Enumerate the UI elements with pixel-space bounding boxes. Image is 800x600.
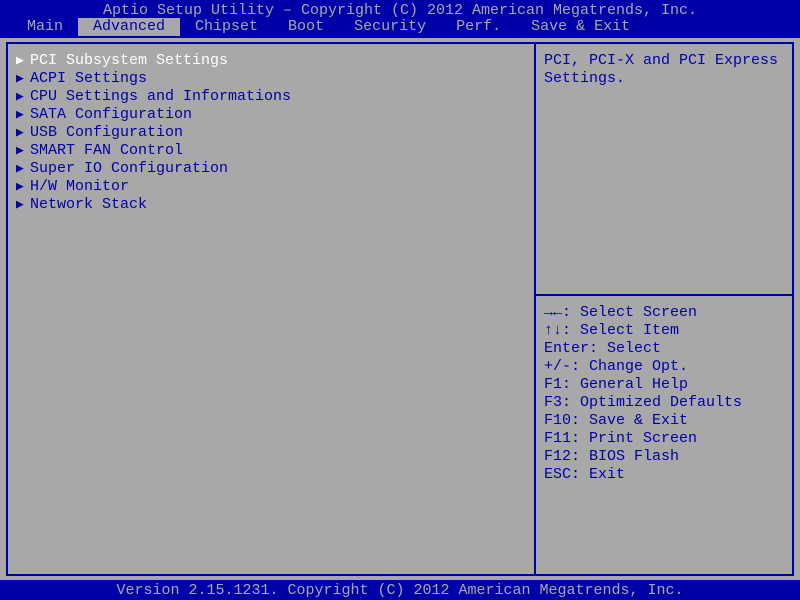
help-key-line: ESC: Exit (544, 466, 784, 484)
submenu-arrow-icon: ▶ (16, 178, 30, 196)
help-key-line: →←: Select Screen (544, 304, 784, 322)
help-key-line: F3: Optimized Defaults (544, 394, 784, 412)
submenu-arrow-icon: ▶ (16, 106, 30, 124)
help-key-line: F11: Print Screen (544, 430, 784, 448)
menu-item-network-stack[interactable]: ▶ Network Stack (14, 196, 528, 214)
menu-item-pci-subsystem[interactable]: ▶ PCI Subsystem Settings (14, 52, 528, 70)
menu-label: ACPI Settings (30, 70, 147, 88)
help-key-line: +/-: Change Opt. (544, 358, 784, 376)
footer-text: Version 2.15.1231. Copyright (C) 2012 Am… (116, 582, 683, 599)
menu-label: SMART FAN Control (30, 142, 183, 160)
tab-bar: Main Advanced Chipset Boot Security Perf… (0, 18, 800, 36)
help-key-line: F12: BIOS Flash (544, 448, 784, 466)
tab-perf[interactable]: Perf. (441, 18, 516, 36)
menu-item-super-io[interactable]: ▶ Super IO Configuration (14, 160, 528, 178)
submenu-arrow-icon: ▶ (16, 52, 30, 70)
submenu-arrow-icon: ▶ (16, 70, 30, 88)
help-panel: PCI, PCI-X and PCI Express Settings. →←:… (534, 44, 792, 574)
menu-label: Super IO Configuration (30, 160, 228, 178)
menu-item-smart-fan[interactable]: ▶ SMART FAN Control (14, 142, 528, 160)
main-area: ▶ PCI Subsystem Settings ▶ ACPI Settings… (0, 36, 800, 582)
menu-label: SATA Configuration (30, 106, 192, 124)
menu-item-acpi[interactable]: ▶ ACPI Settings (14, 70, 528, 88)
tab-security[interactable]: Security (339, 18, 441, 36)
content-border: ▶ PCI Subsystem Settings ▶ ACPI Settings… (6, 42, 794, 576)
tab-save-exit[interactable]: Save & Exit (516, 18, 645, 36)
submenu-arrow-icon: ▶ (16, 142, 30, 160)
menu-item-usb[interactable]: ▶ USB Configuration (14, 124, 528, 142)
tab-boot[interactable]: Boot (273, 18, 339, 36)
header: Aptio Setup Utility – Copyright (C) 2012… (0, 0, 800, 36)
menu-item-cpu[interactable]: ▶ CPU Settings and Informations (14, 88, 528, 106)
submenu-arrow-icon: ▶ (16, 196, 30, 214)
submenu-arrow-icon: ▶ (16, 160, 30, 178)
menu-label: USB Configuration (30, 124, 183, 142)
help-key-line: ↑↓: Select Item (544, 322, 784, 340)
help-description: PCI, PCI-X and PCI Express Settings. (536, 44, 792, 294)
tab-main[interactable]: Main (12, 18, 78, 36)
menu-label: PCI Subsystem Settings (30, 52, 228, 70)
footer: Version 2.15.1231. Copyright (C) 2012 Am… (0, 582, 800, 600)
help-key-line: F10: Save & Exit (544, 412, 784, 430)
submenu-arrow-icon: ▶ (16, 88, 30, 106)
help-key-line: F1: General Help (544, 376, 784, 394)
menu-label: Network Stack (30, 196, 147, 214)
help-keys: →←: Select Screen ↑↓: Select Item Enter:… (536, 296, 792, 492)
help-key-line: Enter: Select (544, 340, 784, 358)
menu-item-sata[interactable]: ▶ SATA Configuration (14, 106, 528, 124)
tab-chipset[interactable]: Chipset (180, 18, 273, 36)
menu-item-hw-monitor[interactable]: ▶ H/W Monitor (14, 178, 528, 196)
menu-label: H/W Monitor (30, 178, 129, 196)
tab-advanced[interactable]: Advanced (78, 18, 180, 36)
bios-title: Aptio Setup Utility – Copyright (C) 2012… (0, 0, 800, 18)
menu-panel: ▶ PCI Subsystem Settings ▶ ACPI Settings… (8, 44, 534, 574)
menu-label: CPU Settings and Informations (30, 88, 291, 106)
help-desc-line: Settings. (544, 70, 784, 88)
help-desc-line: PCI, PCI-X and PCI Express (544, 52, 784, 70)
submenu-arrow-icon: ▶ (16, 124, 30, 142)
